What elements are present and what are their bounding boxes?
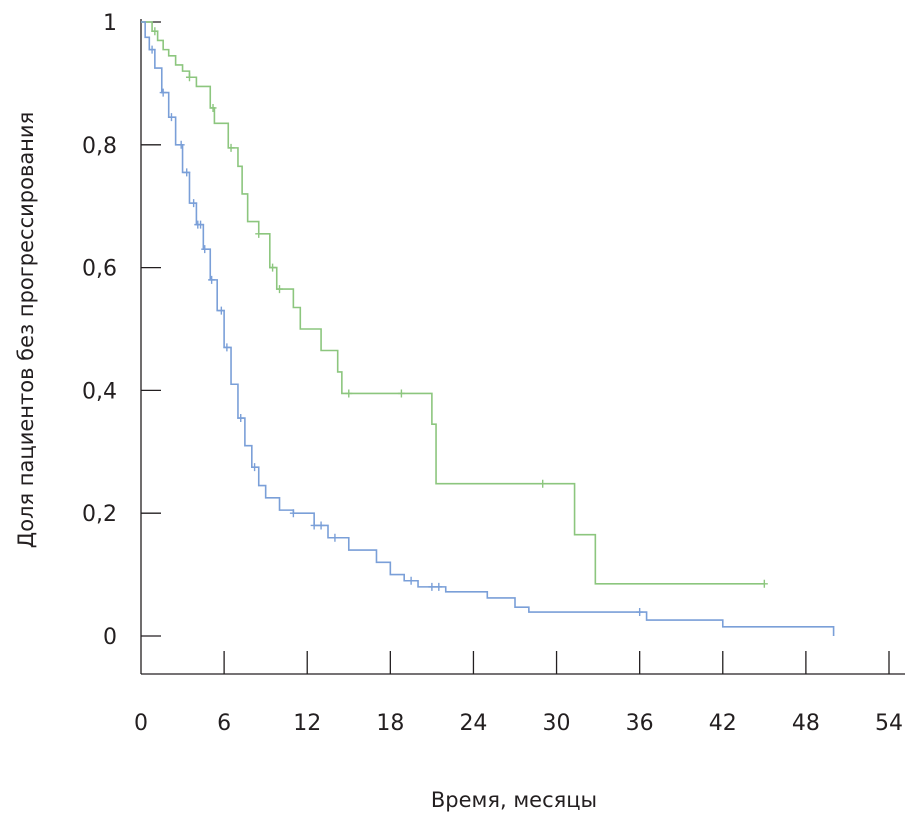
- censor-mark: [397, 389, 405, 398]
- censor-mark: [177, 140, 185, 149]
- x-tick-label: 36: [626, 711, 654, 736]
- censor-mark: [185, 73, 193, 82]
- x-tick-label: 24: [459, 711, 487, 736]
- censor-mark: [183, 168, 191, 177]
- survival-line-green-group: [141, 21, 765, 585]
- x-tick-label: 12: [293, 711, 321, 736]
- censor-mark: [331, 533, 339, 542]
- censor-mark: [269, 263, 277, 272]
- censor-mark: [345, 389, 353, 398]
- censor-mark: [151, 27, 159, 36]
- survival-line-blue-group: [141, 21, 835, 636]
- y-tick-label: 1: [103, 11, 117, 36]
- censor-mark: [159, 88, 167, 97]
- censor-mark: [636, 608, 644, 617]
- x-tick-label: 0: [134, 711, 148, 736]
- censor-mark: [148, 45, 156, 54]
- y-axis-title: Доля пациентов без прогрессирования: [14, 112, 38, 548]
- censor-mark: [167, 113, 175, 122]
- y-tick-label: 0,6: [82, 257, 117, 282]
- censor-mark: [190, 199, 198, 208]
- x-tick-label: 6: [217, 711, 231, 736]
- x-tick-label: 18: [376, 711, 404, 736]
- y-tick-label: 0: [103, 625, 117, 650]
- series-layer: [141, 21, 835, 636]
- censor-mark: [237, 414, 245, 423]
- censor-mark: [435, 582, 443, 591]
- x-axis-title: Время, месяцы: [431, 788, 597, 812]
- series-green-group: [141, 21, 768, 588]
- censor-mark: [428, 582, 436, 591]
- censor-mark: [539, 479, 547, 488]
- censor-mark: [209, 103, 217, 112]
- censor-mark: [760, 579, 768, 588]
- censor-mark: [251, 463, 259, 472]
- censor-mark: [208, 275, 216, 284]
- x-tick-label: 54: [875, 711, 903, 736]
- x-tick-label: 42: [709, 711, 737, 736]
- censor-mark: [289, 509, 297, 518]
- censor-mark: [197, 220, 205, 229]
- y-tick-label: 0,2: [82, 502, 117, 527]
- x-tick-label: 48: [792, 711, 820, 736]
- y-ticks: 0 0,2 0,4 0,6 0,8 1: [82, 11, 161, 650]
- censor-mark: [276, 285, 284, 294]
- x-ticks: 0 6 12 18 24 30 36 42 48 54: [134, 651, 903, 736]
- censor-mark: [407, 576, 415, 585]
- series-blue-group: [141, 21, 835, 636]
- censor-mark: [255, 229, 263, 238]
- y-tick-label: 0,8: [82, 134, 117, 159]
- censor-mark: [317, 521, 325, 530]
- x-tick-label: 30: [543, 711, 571, 736]
- y-tick-label: 0,4: [82, 379, 117, 404]
- censor-mark: [217, 306, 225, 315]
- censor-mark: [227, 143, 235, 152]
- censor-mark: [201, 245, 209, 254]
- censor-mark: [310, 521, 318, 530]
- censor-mark: [223, 343, 231, 352]
- axes: [140, 19, 905, 675]
